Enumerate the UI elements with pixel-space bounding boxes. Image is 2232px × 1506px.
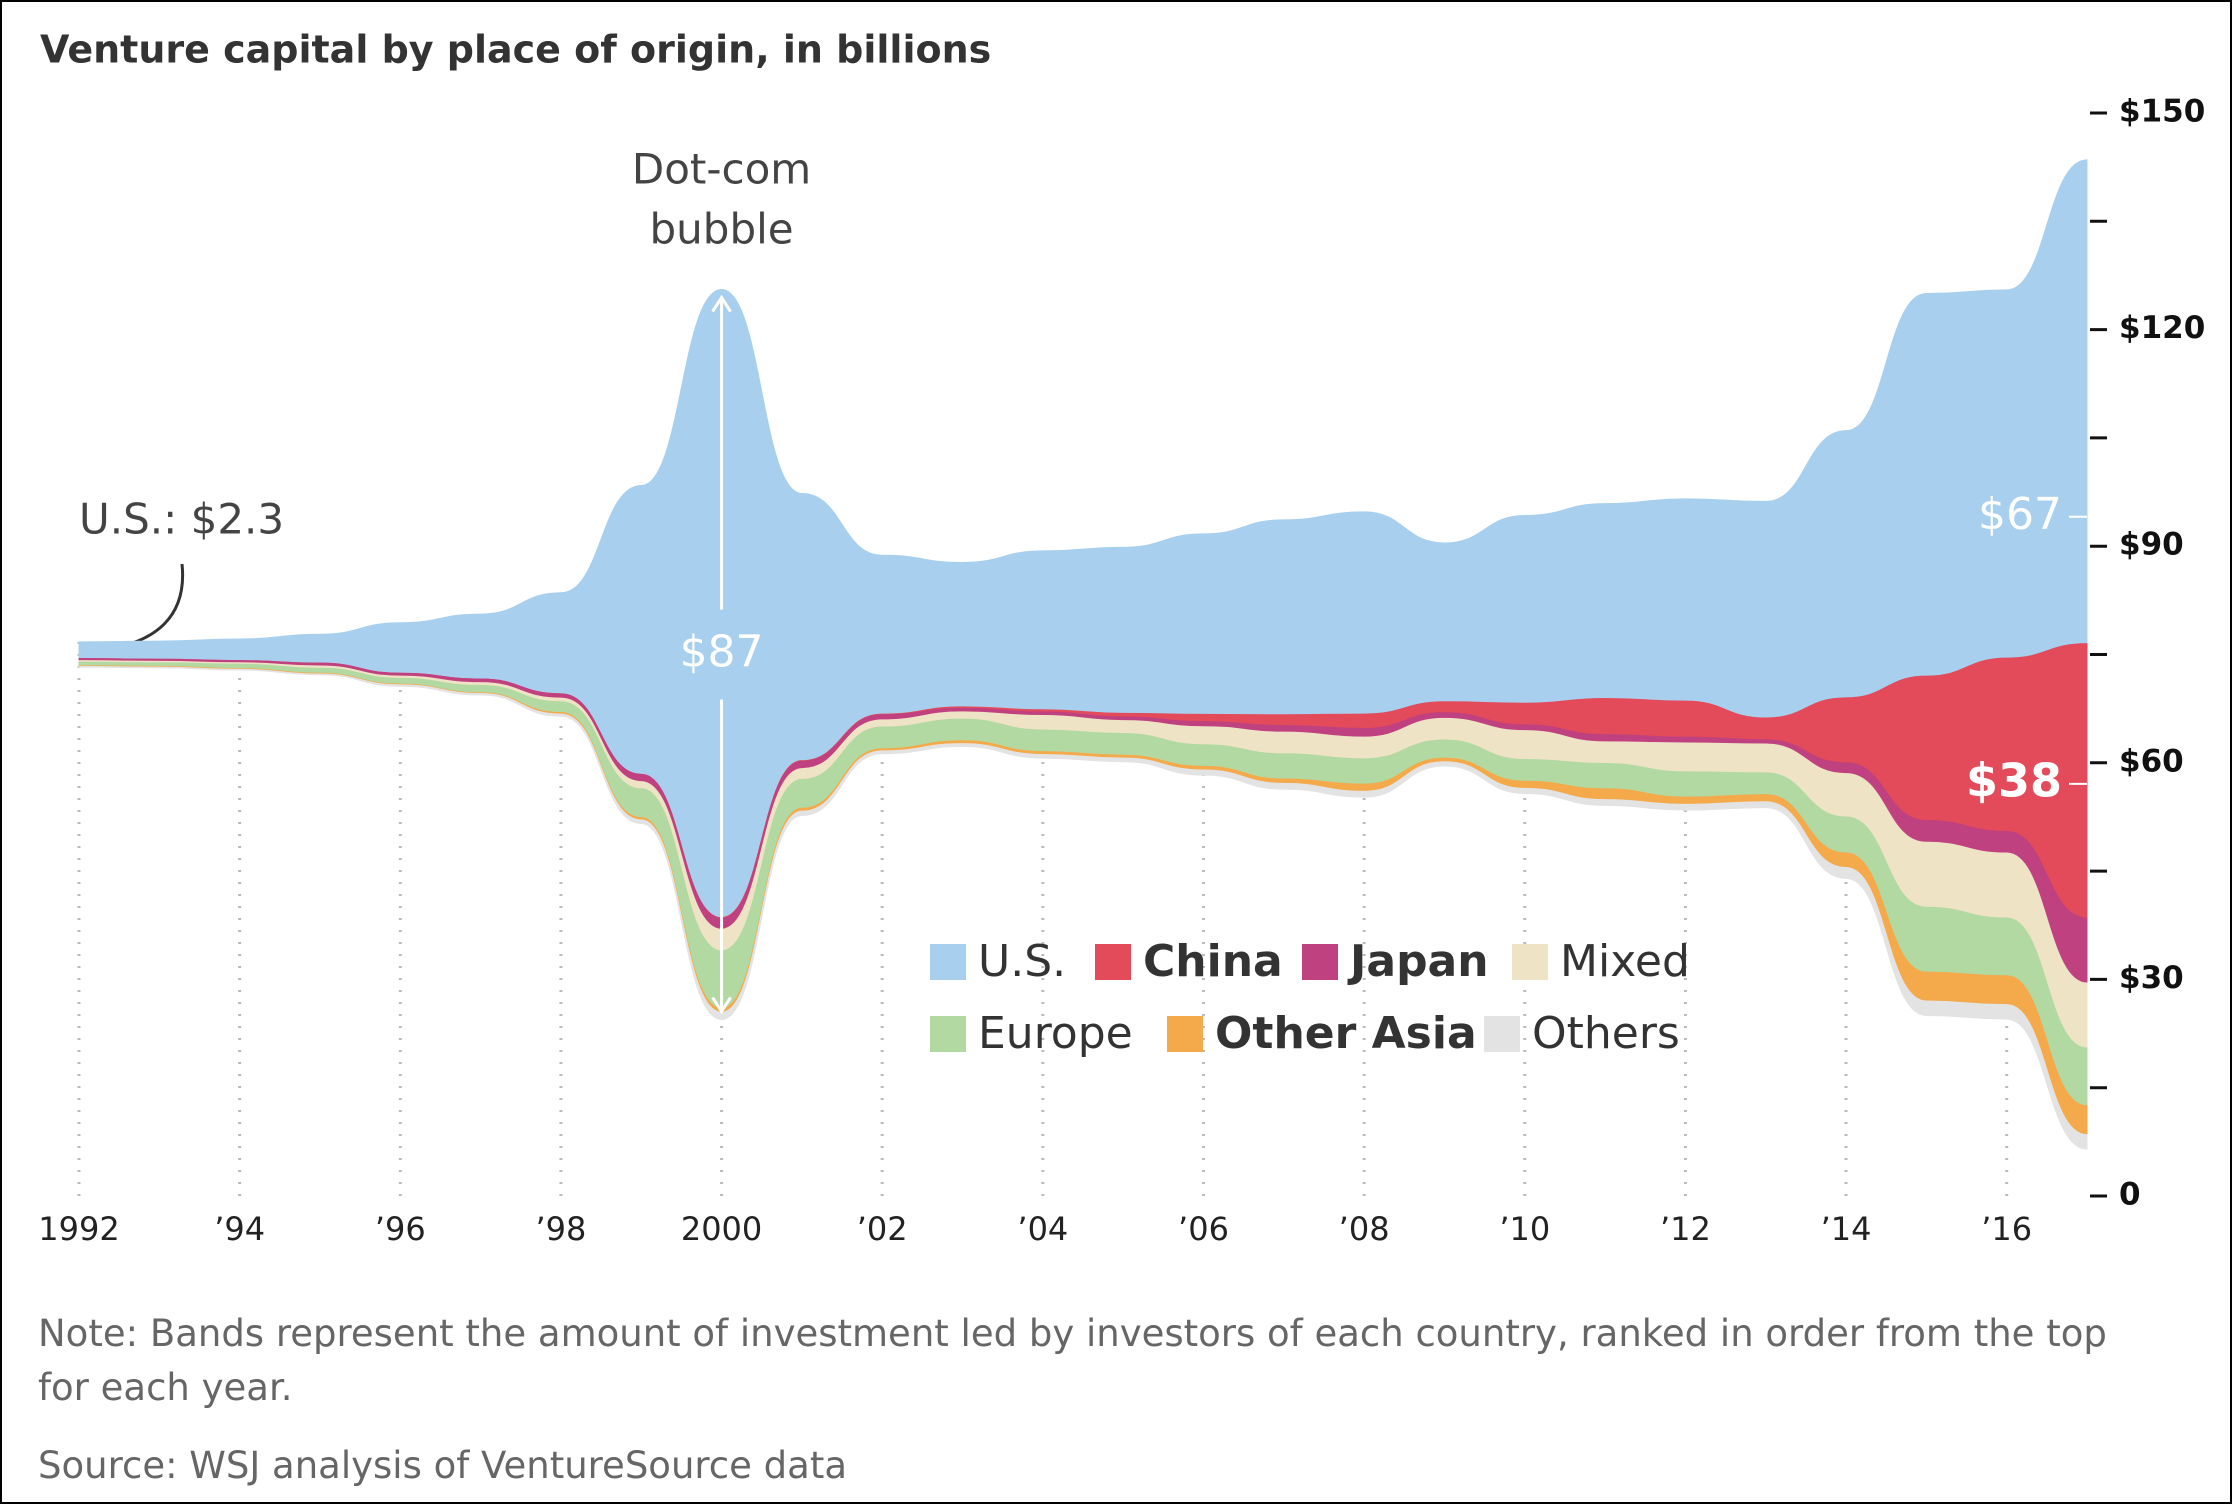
legend-label: Others — [1532, 1008, 1680, 1059]
annotation: bubble — [650, 205, 794, 254]
legend-swatch — [1095, 944, 1131, 980]
value-label: $38 — [1966, 753, 2062, 807]
annotation-arrow — [83, 563, 185, 654]
legend-swatch — [1512, 944, 1548, 980]
x-tick-label: 2000 — [681, 1210, 762, 1248]
legend-label: China — [1143, 936, 1283, 987]
annotation: U.S.: $2.3 — [79, 495, 284, 544]
x-tick-label: ’10 — [1499, 1210, 1550, 1248]
legend-swatch — [1167, 1016, 1203, 1052]
x-tick-label: 1992 — [38, 1210, 119, 1248]
source: Source: WSJ analysis of VentureSource da… — [38, 1444, 847, 1487]
legend-label: Japan — [1347, 936, 1489, 987]
x-tick-label: ’16 — [1981, 1210, 2032, 1248]
x-tick-label: ’08 — [1339, 1210, 1390, 1248]
legend-label: Mixed — [1560, 936, 1690, 987]
legend-swatch — [1302, 944, 1338, 980]
y-tick-label: $90 — [2119, 527, 2184, 563]
y-tick-label: $30 — [2119, 960, 2184, 996]
note: Note: Bands represent the amount of inve… — [38, 1312, 2107, 1409]
legend-swatch — [930, 944, 966, 980]
x-tick-label: ’14 — [1821, 1210, 1872, 1248]
x-tick-label: ’12 — [1660, 1210, 1711, 1248]
span-arrowhead — [711, 294, 732, 1015]
legend-label: Europe — [978, 1008, 1133, 1059]
legend-swatch — [1484, 1016, 1520, 1052]
x-tick-label: ’02 — [857, 1210, 908, 1248]
legend-label: Other Asia — [1215, 1008, 1477, 1059]
y-tick-label: $150 — [2119, 94, 2205, 130]
annotation: Dot-com — [632, 145, 811, 194]
x-tick-label: ’96 — [375, 1210, 426, 1248]
band — [78, 665, 2088, 1150]
chart-title: Venture capital by place of origin, in b… — [40, 28, 991, 72]
y-tick-label: $120 — [2119, 310, 2205, 346]
x-tick-label: ’06 — [1178, 1210, 1229, 1248]
x-tick-label: ’98 — [535, 1210, 586, 1248]
legend-label: U.S. — [978, 936, 1066, 987]
bands — [78, 159, 2088, 1150]
value-label: $87 — [680, 627, 764, 678]
y-tick-label: 0 — [2119, 1177, 2141, 1213]
x-tick-label: ’04 — [1017, 1210, 1068, 1248]
x-tick-label: ’94 — [214, 1210, 265, 1248]
y-tick-label: $60 — [2119, 743, 2184, 779]
value-label: $67 — [1978, 489, 2062, 540]
legend-swatch — [930, 1016, 966, 1052]
